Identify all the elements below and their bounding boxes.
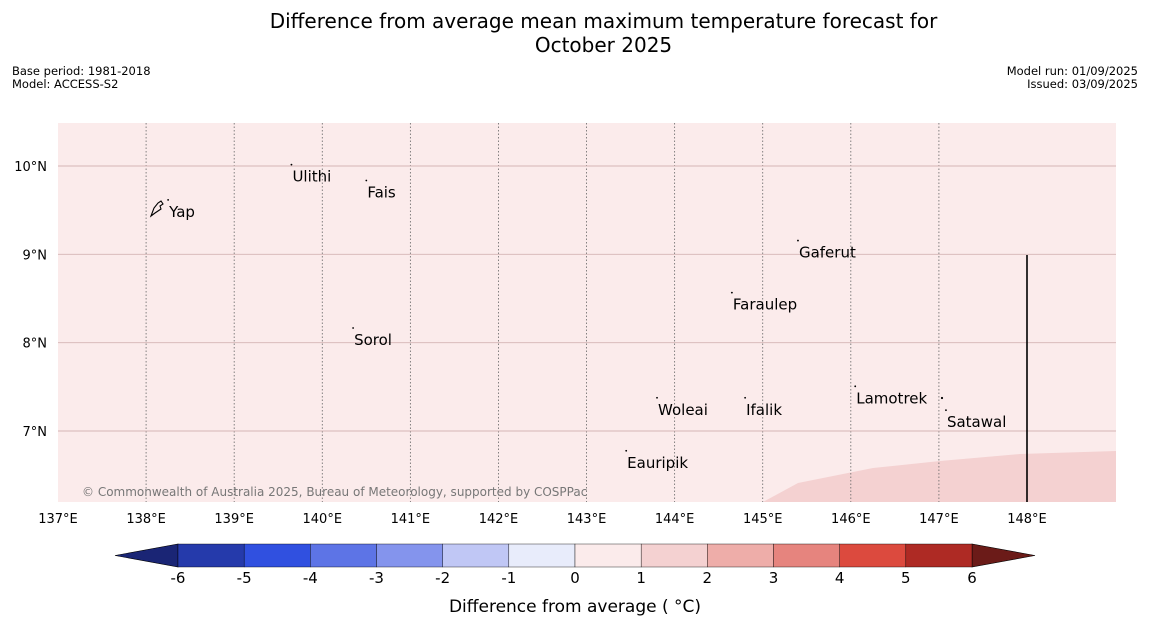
y-tick-label: 7°N: [23, 425, 48, 440]
colorbar-tick-label: -4: [303, 569, 318, 587]
place-label-gaferut: Gaferut: [799, 244, 856, 262]
island-dot: [940, 396, 944, 400]
colorbar-bin: [574, 543, 642, 568]
place-marker: [625, 449, 628, 452]
meta-right: Model run: 01/09/2025 Issued: 03/09/2025: [1007, 65, 1138, 91]
colorbar-tick-label: -2: [435, 569, 450, 587]
colorbar-tick-label: 1: [636, 569, 646, 587]
longitude-gridlines: [145, 123, 940, 502]
colorbar-bin: [707, 543, 774, 568]
place-marker: [167, 199, 170, 201]
x-tick-label: 142°E: [479, 512, 519, 527]
colorbar-tick-label: -5: [237, 569, 252, 587]
model-run-text: Model run: 01/09/2025: [1006, 64, 1138, 78]
colorbar-tick-label: -3: [369, 569, 384, 587]
colorbar-tick-label: 0: [570, 569, 580, 587]
colorbar-bin: [508, 543, 576, 568]
colorbar-bin: [376, 543, 443, 568]
colorbar-tick-label: 3: [769, 569, 779, 587]
place-label-ulithi: Ulithi: [292, 168, 331, 186]
place-marker: [744, 396, 747, 399]
place-label-woleai: Woleai: [658, 401, 708, 419]
colorbar-tick-label: 6: [967, 569, 977, 587]
colorbar-bin: [243, 543, 311, 568]
place-marker: [290, 163, 293, 166]
model-text: Model: ACCESS-S2: [12, 77, 119, 91]
issued-text: Issued: 03/09/2025: [1027, 77, 1138, 91]
colorbar-bin: [905, 543, 973, 568]
y-tick-label: 8°N: [23, 337, 48, 352]
place-labels: Yap Ulithi Fais Gaferut Faraulep Sorol Lamotre…: [167, 163, 1006, 472]
place-marker: [365, 179, 368, 182]
y-tick-label: 9°N: [23, 248, 48, 263]
x-axis-ticks: 137°E 138°E 139°E 140°E 141°E 142°E 143°E 144°E…: [38, 512, 1047, 527]
colorbar-bin: [839, 543, 907, 568]
x-tick-label: 143°E: [567, 512, 607, 527]
x-tick-label: 137°E: [38, 512, 78, 527]
x-tick-label: 141°E: [391, 512, 431, 527]
place-marker: [854, 385, 857, 388]
x-tick-label: 145°E: [743, 512, 783, 527]
yap-island-outline: [149, 200, 164, 218]
latitude-gridlines: [58, 165, 1116, 432]
map-title: Difference from average mean maximum tem…: [0, 9, 1150, 57]
place-label-eauripik: Eauripik: [627, 454, 688, 472]
x-tick-label: 146°E: [831, 512, 871, 527]
y-tick-label: 10°N: [14, 160, 47, 175]
colorbar-bin: [310, 543, 377, 568]
colorbar-tick-label: 2: [703, 569, 713, 587]
colorbar-tick-label: -6: [171, 569, 186, 587]
colorbar-under-arrow: [114, 543, 179, 568]
colorbar-tick-label: 4: [835, 569, 845, 587]
place-marker: [945, 409, 947, 412]
x-tick-label: 138°E: [126, 512, 166, 527]
place-marker: [352, 327, 355, 329]
x-tick-label: 144°E: [655, 512, 695, 527]
colorbar: -6 -5 -4 -3 -2 -1 0 1 2 3 4 5 6: [114, 543, 1036, 587]
colorbar-bin: [177, 543, 245, 568]
place-label-lamotrek: Lamotrek: [856, 389, 927, 407]
colorbar-over-arrow: [971, 543, 1036, 568]
colorbar-bin: [640, 543, 708, 568]
colorbar-tick-label: -1: [501, 569, 516, 587]
colorbar-label: Difference from average ( °C): [449, 597, 701, 617]
map-background: [58, 123, 1116, 502]
title-line-2: October 2025: [534, 33, 673, 57]
colorbar-tick-label: 5: [901, 569, 911, 587]
x-tick-label: 147°E: [919, 512, 959, 527]
x-tick-label: 140°E: [303, 512, 343, 527]
place-label-satawal: Satawal: [947, 413, 1006, 431]
place-marker: [730, 291, 733, 294]
place-label-fais: Fais: [367, 184, 396, 202]
x-tick-label: 139°E: [214, 512, 254, 527]
place-label-faraulep: Faraulep: [733, 296, 797, 314]
base-period-text: Base period: 1981-2018: [12, 64, 151, 78]
x-tick-label: 148°E: [1007, 512, 1047, 527]
place-marker: [797, 239, 799, 242]
y-axis-ticks: 10°N 9°N 8°N 7°N: [14, 160, 47, 440]
meta-left: Base period: 1981-2018 Model: ACCESS-S2: [12, 65, 151, 91]
colorbar-bin: [442, 543, 510, 568]
copyright-text: © Commonwealth of Australia 2025, Bureau…: [82, 485, 587, 499]
place-label-ifalik: Ifalik: [746, 401, 782, 419]
title-line-1: Difference from average mean maximum tem…: [269, 9, 938, 33]
colorbar-bin: [773, 543, 840, 568]
place-label-sorol: Sorol: [354, 331, 392, 349]
place-marker: [656, 396, 658, 399]
place-label-yap: Yap: [168, 203, 195, 221]
